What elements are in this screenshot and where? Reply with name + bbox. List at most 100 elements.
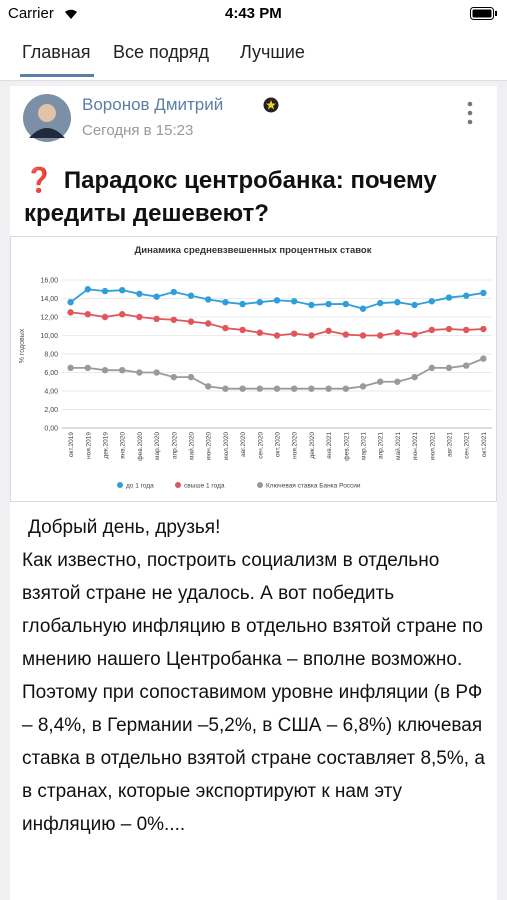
tab[interactable]: Лучшие xyxy=(240,42,305,62)
menu-button[interactable] xyxy=(466,100,474,126)
data-point xyxy=(342,385,349,392)
data-point xyxy=(273,332,281,339)
data-point xyxy=(256,329,263,336)
paragraph: Добрый день, друзья! xyxy=(28,517,221,538)
data-point xyxy=(411,331,418,338)
post-card: Воронов Дмитрий Сегодня в 15:23 ❓ Парадок… xyxy=(10,86,497,900)
data-point xyxy=(84,311,92,318)
post-time: Сегодня в 15:23 xyxy=(82,122,194,139)
data-point xyxy=(273,385,281,392)
x-tick-label: сен.2020 xyxy=(257,432,264,459)
data-point xyxy=(342,300,349,308)
data-point xyxy=(463,326,470,334)
chart-frame xyxy=(10,236,497,502)
paragraph: Поэтому при сопоставимом уровне инфляции… xyxy=(22,682,485,835)
y-tick-label: 0,00 xyxy=(44,426,58,433)
x-tick-label: апр.2020 xyxy=(171,432,178,459)
x-tick-label: янв.2020 xyxy=(120,432,127,459)
x-tick-label: окт.2019 xyxy=(68,432,75,457)
x-tick-label: ноя.2020 xyxy=(292,432,299,459)
legend-marker xyxy=(257,482,263,488)
data-point xyxy=(428,364,435,372)
x-tick-label: дек.2020 xyxy=(309,432,316,459)
data-point xyxy=(445,294,453,301)
data-point xyxy=(377,378,384,385)
post-body: Добрый день, друзья! Как известно, постр… xyxy=(22,511,490,841)
data-point xyxy=(480,355,487,362)
legend-marker xyxy=(117,482,123,488)
data-point xyxy=(136,290,143,298)
data-point xyxy=(153,293,160,300)
data-point xyxy=(256,385,263,392)
x-tick-label: дек.2019 xyxy=(103,432,110,459)
legend-label: до 1 года xyxy=(126,483,154,490)
data-point xyxy=(480,325,487,333)
avatar[interactable] xyxy=(23,94,71,142)
data-point xyxy=(428,298,435,305)
x-tick-label: июн.2020 xyxy=(206,432,213,461)
tab[interactable]: Все подряд xyxy=(113,42,209,62)
legend-label: свыше 1 года xyxy=(184,483,225,490)
data-point xyxy=(84,286,92,293)
data-point xyxy=(445,364,453,372)
x-tick-label: июл.2020 xyxy=(223,432,230,461)
data-point xyxy=(342,331,349,338)
data-point xyxy=(153,315,160,323)
data-point xyxy=(445,325,453,333)
post-title: ❓ Парадокс центробанка: почему кредиты де… xyxy=(24,164,484,230)
data-point xyxy=(67,309,74,316)
data-point xyxy=(325,385,332,392)
y-tick-label: 10,00 xyxy=(40,333,58,340)
data-point xyxy=(239,300,246,308)
data-point xyxy=(394,299,401,306)
x-tick-label: май.2021 xyxy=(394,432,402,460)
data-point xyxy=(136,369,143,376)
data-point xyxy=(153,369,160,376)
data-point xyxy=(308,385,315,392)
data-point xyxy=(84,364,92,372)
x-tick-label: окт.2020 xyxy=(275,432,282,457)
x-tick-label: мар.2020 xyxy=(154,432,161,460)
x-tick-label: мар.2021 xyxy=(361,432,368,460)
legend-label: Ключевая ставка Банка России xyxy=(266,483,361,490)
x-tick-label: фев.2020 xyxy=(137,432,144,461)
y-tick-label: 16,00 xyxy=(40,278,58,285)
data-point xyxy=(291,330,298,337)
data-point xyxy=(463,292,470,299)
data-point xyxy=(101,287,109,295)
data-point xyxy=(359,305,367,312)
data-point xyxy=(101,366,109,374)
data-point xyxy=(67,299,74,306)
x-tick-label: сен.2021 xyxy=(464,432,471,459)
x-tick-label: май.2020 xyxy=(188,432,196,460)
x-tick-label: ноя.2019 xyxy=(85,432,92,459)
data-point xyxy=(308,301,315,309)
data-point xyxy=(256,299,263,306)
data-point xyxy=(308,332,315,339)
data-point xyxy=(394,378,401,385)
data-point xyxy=(170,316,177,323)
chart-title: Динамика средневзвешенных процентных ста… xyxy=(135,245,372,256)
data-point xyxy=(377,332,384,339)
data-point xyxy=(291,298,298,305)
tab[interactable]: Главная xyxy=(22,42,91,62)
chart: Динамика средневзвешенных процентных ста… xyxy=(10,236,497,502)
data-point xyxy=(67,364,74,372)
data-point xyxy=(359,383,367,390)
badge xyxy=(263,97,279,113)
x-tick-label: апр.2021 xyxy=(378,432,385,459)
battery-icon xyxy=(470,7,497,20)
legend-marker xyxy=(175,482,181,488)
data-point xyxy=(325,300,332,308)
header: Carrier 4:43 PM Главная Все подряд Лучши… xyxy=(0,0,507,81)
data-point xyxy=(325,327,332,335)
data-point xyxy=(377,299,384,307)
paragraph: Как известно, построить социализм в отде… xyxy=(22,550,483,670)
data-point xyxy=(205,320,212,327)
y-tick-label: 8,00 xyxy=(44,352,58,359)
data-point xyxy=(187,373,195,381)
data-point xyxy=(394,329,401,336)
data-point xyxy=(239,385,246,392)
author-name[interactable]: Воронов Дмитрий xyxy=(82,95,224,114)
